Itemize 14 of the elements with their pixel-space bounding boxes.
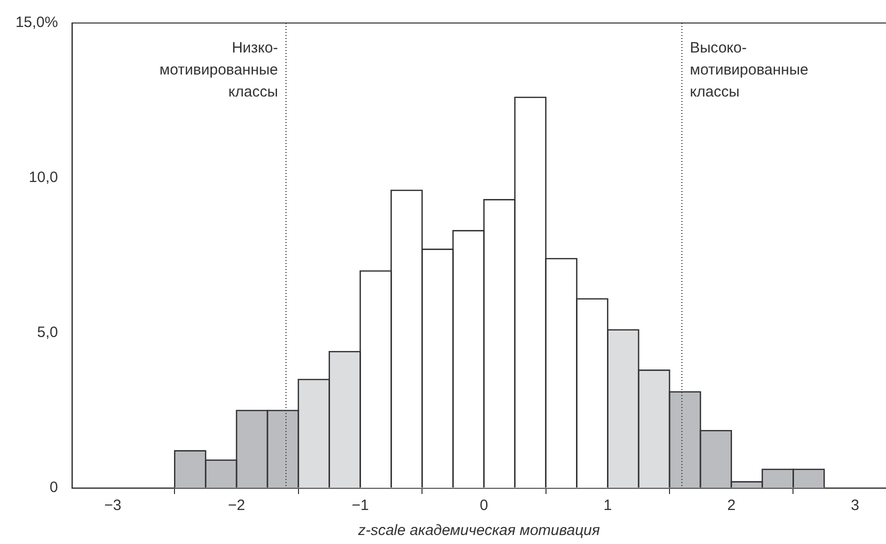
x-axis-title: z-scale академическая мотивация: [357, 522, 600, 540]
ref-line-label: Низко- мотивированные классы: [160, 40, 278, 101]
y-tick-label: 10,0: [28, 169, 58, 186]
y-tick-label: 5,0: [37, 324, 58, 342]
y-tick-label: 15,0%: [15, 14, 58, 32]
x-tick-label: −1: [352, 497, 369, 514]
x-tick-label: 2: [727, 497, 736, 514]
x-tick-label: −3: [104, 497, 122, 514]
ref-line-label: Высоко- мотивированные классы: [690, 40, 808, 101]
y-tick-label: 0: [50, 479, 58, 496]
x-tick-label: 0: [480, 497, 488, 514]
x-tick-label: 1: [603, 497, 612, 514]
x-tick-label: −2: [228, 497, 246, 514]
x-tick-label: 3: [850, 497, 860, 514]
